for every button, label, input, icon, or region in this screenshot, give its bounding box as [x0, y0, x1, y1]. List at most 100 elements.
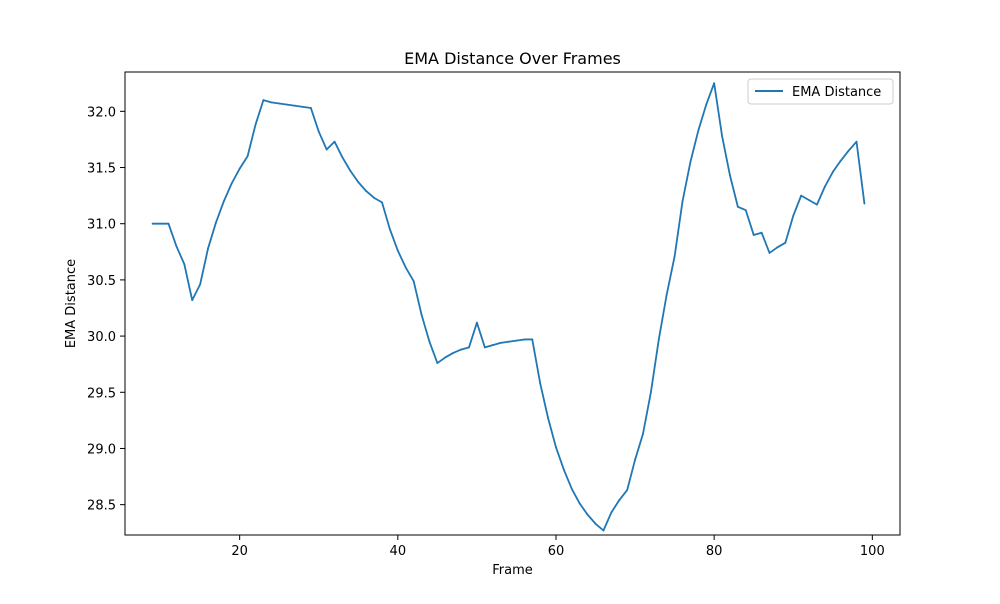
data-point [278, 102, 281, 105]
y-tick-label: 32.0 [87, 105, 116, 120]
data-point [341, 156, 344, 159]
data-point [428, 340, 431, 343]
data-point [381, 201, 383, 204]
data-point [847, 149, 850, 152]
series-layer [151, 82, 866, 532]
x-tick-label: 80 [706, 544, 723, 559]
y-tick-label: 28.5 [87, 499, 116, 514]
data-point [602, 529, 605, 532]
data-point [855, 140, 858, 143]
data-point [642, 432, 644, 435]
y-tick-label: 30.0 [87, 330, 116, 345]
data-point [523, 338, 526, 341]
data-point [325, 148, 328, 151]
data-point [270, 101, 273, 104]
data-point [697, 129, 700, 132]
data-point [515, 339, 518, 342]
data-point [665, 293, 668, 296]
data-point [736, 205, 739, 208]
data-point [183, 263, 186, 266]
data-point [784, 241, 787, 244]
data-point [752, 234, 755, 236]
data-point [404, 266, 407, 269]
data-point [483, 346, 486, 349]
data-point [563, 468, 565, 471]
data-point [839, 159, 842, 162]
chart-title: EMA Distance Over Frames [404, 49, 621, 68]
data-point [634, 458, 636, 461]
series-line [151, 82, 866, 532]
y-tick-label: 30.5 [87, 274, 116, 289]
data-point [729, 174, 731, 177]
data-point [681, 200, 684, 203]
data-point [317, 130, 320, 133]
data-point [159, 222, 162, 225]
data-point [191, 299, 194, 302]
data-point [167, 222, 170, 225]
legend-box [747, 78, 894, 105]
data-point [349, 169, 352, 172]
data-point [713, 82, 716, 85]
data-point [578, 502, 581, 505]
data-point [396, 249, 399, 252]
data-point [792, 214, 795, 217]
data-point [151, 222, 154, 225]
data-point [816, 203, 818, 206]
data-point [199, 283, 202, 286]
data-point [721, 135, 723, 137]
data-point [302, 105, 304, 108]
data-point [452, 352, 455, 354]
data-point [246, 155, 249, 158]
data-point [570, 488, 573, 490]
data-point [207, 247, 209, 250]
data-point [357, 181, 360, 184]
x-axis-label: Frame [492, 563, 533, 578]
x-tick-label: 40 [390, 544, 407, 559]
data-point [333, 140, 336, 143]
x-tick-label: 100 [860, 544, 885, 559]
data-point [254, 123, 257, 126]
data-point [800, 194, 803, 197]
data-point [768, 252, 771, 254]
x-tick-label: 60 [548, 544, 565, 559]
data-point [230, 182, 233, 185]
data-point [808, 199, 810, 202]
data-point [547, 417, 549, 420]
y-tick-label: 29.5 [87, 386, 116, 401]
data-point [776, 246, 779, 249]
data-point [294, 104, 296, 107]
y-tick-label: 29.0 [87, 442, 116, 457]
legend: EMA Distance [747, 78, 894, 105]
data-point [831, 171, 834, 173]
data-point [531, 338, 534, 341]
data-point [444, 356, 447, 359]
axis-ticks: 20 40 60 80 100 28.5 29.0 29.5 30.0 30.5 31.0 31.5 3… [87, 105, 885, 559]
data-point [594, 522, 597, 525]
data-point [412, 280, 415, 282]
data-point [586, 513, 589, 516]
data-point [618, 499, 621, 502]
data-point [610, 511, 613, 514]
data-point [823, 185, 826, 188]
data-point [507, 340, 510, 343]
y-axis-label: EMA Distance [64, 259, 79, 348]
x-tick-label: 20 [231, 544, 248, 559]
data-point [539, 382, 542, 385]
data-point [657, 338, 660, 341]
data-point [744, 209, 747, 212]
data-point [476, 321, 478, 324]
data-point [760, 231, 763, 234]
data-point [673, 255, 676, 258]
data-point [238, 167, 241, 170]
data-point [468, 346, 470, 349]
data-point [389, 228, 391, 231]
data-point [309, 107, 312, 109]
data-point [689, 161, 692, 163]
data-point [436, 362, 439, 364]
data-point [863, 202, 866, 205]
data-point [373, 196, 376, 199]
data-point [705, 103, 708, 106]
data-point [460, 348, 462, 351]
